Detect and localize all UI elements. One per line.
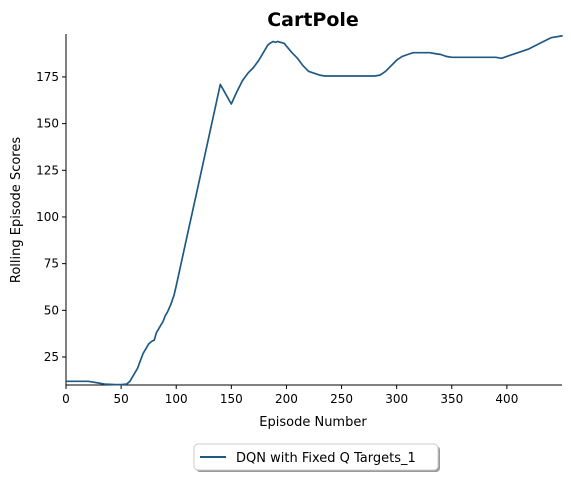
y-tick-label: 100	[36, 210, 59, 224]
x-tick-label: 100	[165, 392, 188, 406]
x-tick-label: 0	[62, 392, 70, 406]
x-tick-label: 250	[330, 392, 353, 406]
chart-title: CartPole	[267, 9, 359, 31]
x-tick-label: 150	[220, 392, 243, 406]
legend-box	[193, 443, 439, 471]
x-tick-label: 50	[113, 392, 128, 406]
legend-label: DQN with Fixed Q Targets_1	[236, 451, 416, 466]
y-tick-label: 150	[36, 117, 59, 131]
x-tick-label: 300	[385, 392, 408, 406]
axes: 0 50 100 150 200 250 300 350 400 25 50 75 100 125 150 1…	[36, 34, 562, 406]
series-line-0	[65, 35, 563, 386]
x-tick-label: 350	[440, 392, 463, 406]
legend: DQN with Fixed Q Targets_1	[193, 443, 440, 472]
series-group	[65, 35, 563, 386]
y-tick-label: 50	[44, 303, 59, 317]
x-tick-label: 200	[275, 392, 298, 406]
y-tick-label: 25	[44, 350, 59, 364]
y-tick-label: 175	[36, 70, 59, 84]
y-tick-label: 75	[44, 257, 59, 271]
x-tick-label: 400	[495, 392, 518, 406]
y-axis-label: Rolling Episode Scores	[9, 137, 24, 283]
y-tick-label: 125	[36, 163, 59, 177]
x-axis-label: Episode Number	[259, 415, 367, 430]
